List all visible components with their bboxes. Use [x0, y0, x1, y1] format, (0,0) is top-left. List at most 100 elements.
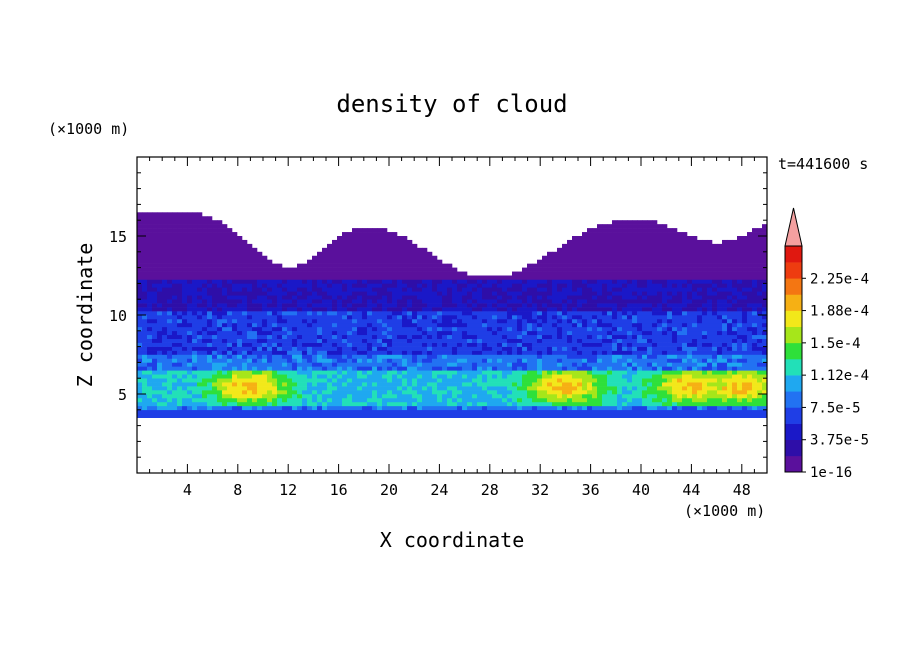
heatmap-cell — [592, 283, 598, 288]
heatmap-cell — [412, 267, 418, 272]
heatmap-cell — [372, 318, 378, 324]
heatmap-cell — [467, 366, 473, 371]
heatmap-cell — [387, 326, 393, 332]
heatmap-cell — [147, 228, 153, 233]
heatmap-cell — [427, 413, 433, 418]
heatmap-cell — [622, 390, 628, 395]
heatmap-cell — [692, 370, 698, 375]
heatmap-cell — [567, 413, 573, 418]
heatmap-cell — [597, 291, 603, 296]
heatmap-cell — [417, 405, 423, 411]
heatmap-cell — [152, 362, 158, 367]
heatmap-cell — [287, 311, 293, 316]
heatmap-cell — [567, 307, 573, 312]
heatmap-cell — [632, 326, 638, 332]
heatmap-cell — [657, 295, 663, 300]
heatmap-cell — [227, 330, 233, 336]
heatmap-cell — [237, 401, 243, 407]
heatmap-cell — [602, 350, 608, 355]
heatmap-cell — [502, 291, 508, 296]
heatmap-cell — [552, 271, 558, 276]
heatmap-cell — [382, 370, 388, 375]
heatmap-cell — [682, 401, 688, 407]
heatmap-cell — [612, 390, 618, 395]
heatmap-cell — [612, 370, 618, 375]
heatmap-cell — [522, 318, 528, 324]
heatmap-cell — [337, 382, 343, 387]
heatmap-cell — [357, 346, 363, 351]
heatmap-cell — [182, 413, 188, 418]
heatmap-cell — [332, 346, 338, 351]
heatmap-cell — [377, 228, 383, 233]
heatmap-cell — [232, 243, 238, 249]
heatmap-cell — [527, 330, 533, 336]
heatmap-cell — [157, 382, 163, 387]
heatmap-cell — [412, 386, 418, 391]
heatmap-cell — [627, 255, 633, 260]
heatmap-cell — [192, 346, 198, 351]
heatmap-cell — [347, 315, 353, 320]
heatmap-cell — [277, 405, 283, 411]
heatmap-cell — [282, 342, 288, 347]
heatmap-cell — [397, 315, 403, 320]
heatmap-cell — [437, 303, 443, 308]
heatmap-cell — [182, 386, 188, 391]
heatmap-cell — [242, 370, 248, 375]
heatmap-cell — [622, 232, 628, 237]
heatmap-cell — [247, 318, 253, 324]
heatmap-cell — [502, 299, 508, 304]
heatmap-cell — [207, 271, 213, 276]
heatmap-cell — [232, 263, 238, 268]
heatmap-cell — [482, 346, 488, 351]
heatmap-cell — [547, 271, 553, 276]
heatmap-cell — [527, 283, 533, 288]
heatmap-cell — [532, 334, 538, 339]
heatmap-cell — [512, 338, 518, 343]
heatmap-cell — [362, 232, 368, 237]
heatmap-cell — [522, 378, 528, 383]
heatmap-cell — [142, 311, 148, 316]
heatmap-cell — [182, 228, 188, 233]
heatmap-cell — [142, 251, 148, 257]
heatmap-cell — [672, 247, 678, 253]
heatmap-cell — [477, 358, 483, 363]
heatmap-cell — [217, 390, 223, 395]
heatmap-cell — [557, 263, 563, 268]
heatmap-cell — [357, 299, 363, 304]
heatmap-cell — [362, 366, 368, 371]
heatmap-cell — [452, 382, 458, 387]
heatmap-cell — [617, 283, 623, 288]
heatmap-cell — [257, 358, 263, 363]
heatmap-cell — [397, 303, 403, 308]
heatmap-cell — [597, 334, 603, 339]
heatmap-cell — [657, 247, 663, 253]
heatmap-cell — [422, 397, 428, 403]
heatmap-cell — [212, 263, 218, 268]
heatmap-cell — [637, 307, 643, 312]
heatmap-cell — [452, 362, 458, 367]
heatmap-cell — [527, 334, 533, 339]
heatmap-cell — [387, 405, 393, 411]
heatmap-cell — [607, 259, 613, 264]
heatmap-cell — [452, 295, 458, 300]
heatmap-cell — [582, 287, 588, 292]
heatmap-cell — [207, 283, 213, 288]
heatmap-cell — [602, 366, 608, 371]
heatmap-cell — [137, 283, 143, 288]
heatmap-cell — [312, 295, 318, 300]
heatmap-cell — [512, 291, 518, 296]
heatmap-cell — [587, 378, 593, 383]
heatmap-cell — [162, 322, 168, 328]
heatmap-cell — [552, 287, 558, 292]
heatmap-cell — [207, 405, 213, 411]
heatmap-cell — [677, 311, 683, 316]
heatmap-cell — [272, 287, 278, 292]
heatmap-cell — [357, 283, 363, 288]
heatmap-cell — [147, 326, 153, 332]
heatmap-cell — [172, 228, 178, 233]
heatmap-cell — [412, 350, 418, 355]
heatmap-cell — [372, 366, 378, 371]
heatmap-cell — [387, 342, 393, 347]
heatmap-cell — [187, 263, 193, 268]
heatmap-cell — [637, 394, 643, 399]
